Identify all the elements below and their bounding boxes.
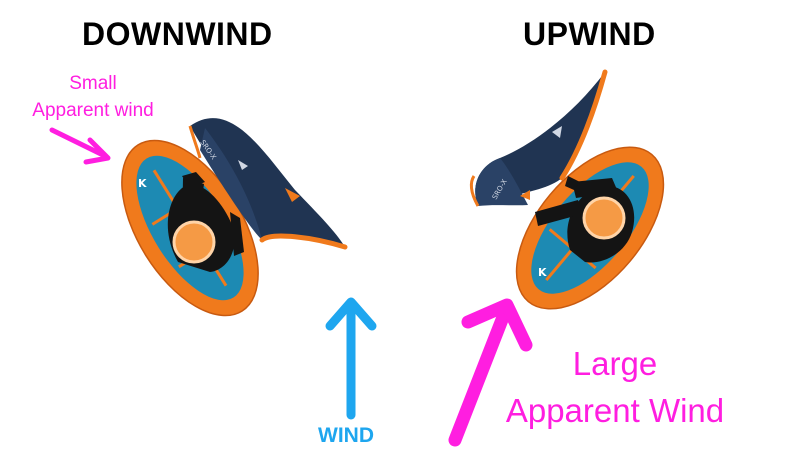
upwind-rider: K SRO-X [471,72,691,335]
downwind-rider: K SRO-X [94,117,345,338]
small-apparent-wind-arrow [52,130,108,162]
wind-arrow [330,302,372,415]
upwind-helmet [584,198,624,238]
large-apparent-wind-arrow [455,305,526,440]
upwind-board-logo: K [538,266,547,279]
downwind-helmet [174,222,214,262]
downwind-board-logo: K [138,177,147,190]
